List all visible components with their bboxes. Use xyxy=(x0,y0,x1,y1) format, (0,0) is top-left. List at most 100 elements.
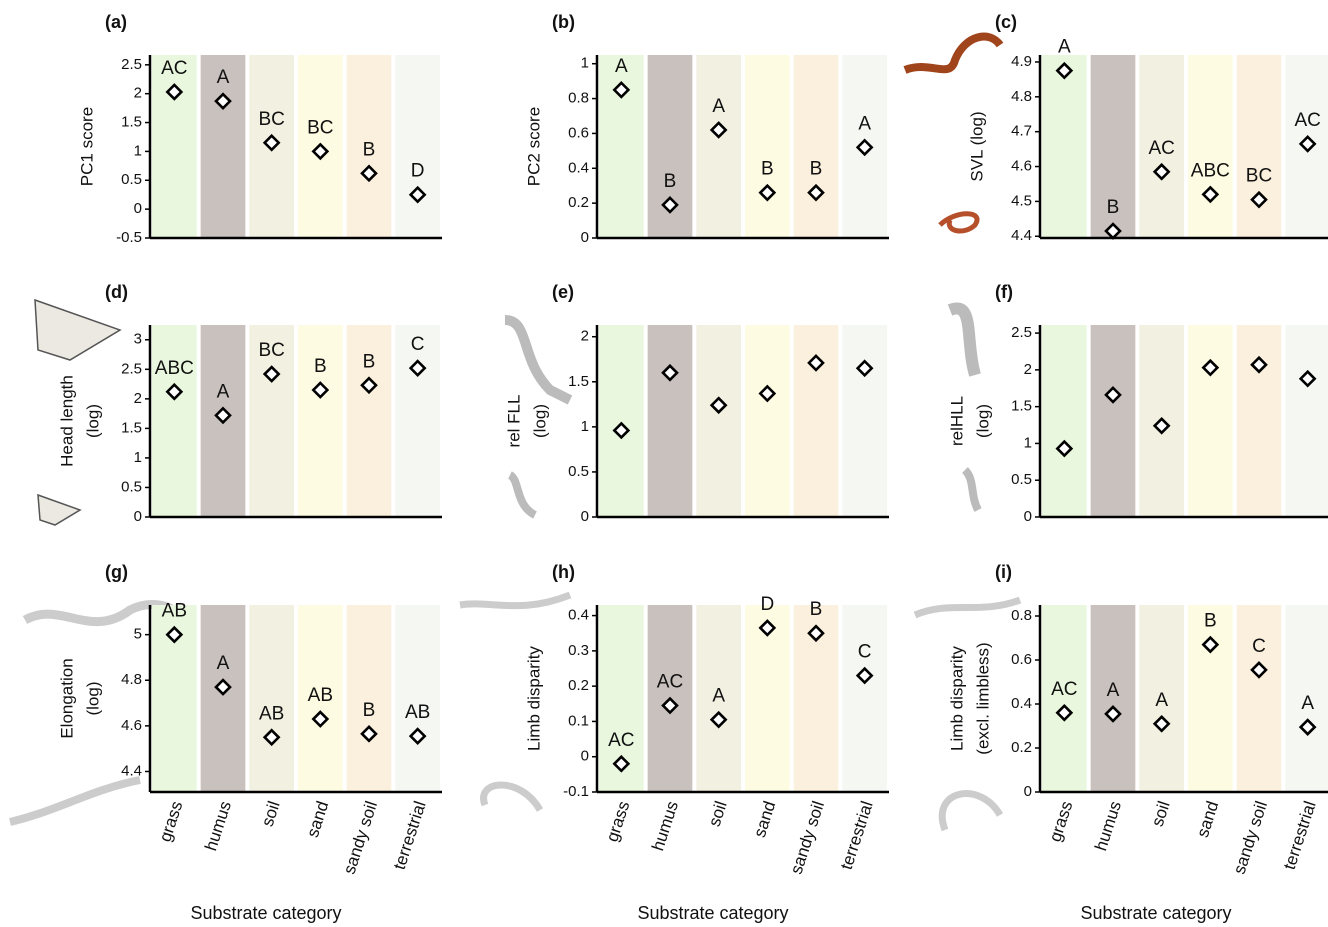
y-axis-label: Limb disparity xyxy=(947,646,966,751)
y-tick-label: 0 xyxy=(581,748,589,765)
category-band xyxy=(395,605,440,792)
y-axis-label: Elongation xyxy=(57,658,76,738)
y-tick-label: 2.5 xyxy=(1011,324,1032,341)
panel-title: (b) xyxy=(552,12,575,32)
y-tick-label: 1.5 xyxy=(1011,398,1032,415)
forelimb-small xyxy=(510,475,535,515)
y-tick-label: 2 xyxy=(581,328,589,345)
category-band xyxy=(842,605,887,792)
panel: (i)Limb disparity(excl. limbless)00.20.4… xyxy=(947,562,1328,923)
y-tick-label: 0.5 xyxy=(1011,471,1032,488)
y-axis-label: (log) xyxy=(83,404,102,438)
y-tick-label: 2 xyxy=(134,390,142,407)
x-tick-label: soil xyxy=(258,799,284,829)
y-tick-label: 1.5 xyxy=(121,419,142,436)
point-label: BC xyxy=(307,117,333,138)
y-tick-label: 5 xyxy=(134,626,142,643)
category-band xyxy=(1237,325,1282,517)
point-label: C xyxy=(858,642,872,663)
point-label: AB xyxy=(405,702,430,723)
lizard-limbed xyxy=(915,600,1020,615)
y-tick-label: 0.4 xyxy=(568,607,589,624)
point-label: A xyxy=(1107,680,1120,701)
point-label: C xyxy=(411,334,425,355)
lizard-short xyxy=(10,780,140,822)
panel: (f)relHLL(log)00.511.522.5 xyxy=(947,282,1328,525)
y-tick-label: 0.6 xyxy=(568,124,589,141)
panel-title: (e) xyxy=(552,282,574,302)
y-tick-label: -0.5 xyxy=(116,229,142,246)
category-band xyxy=(745,325,790,517)
lizard-limbless xyxy=(484,785,540,810)
point-label: BC xyxy=(258,109,284,130)
point-label: B xyxy=(810,599,823,620)
y-tick-label: 2 xyxy=(134,85,142,102)
point-label: B xyxy=(1204,611,1217,632)
y-tick-label: 4.5 xyxy=(1011,192,1032,209)
y-axis-label: SVL (log) xyxy=(967,111,986,181)
y-tick-label: 1 xyxy=(581,55,589,72)
y-axis-label: Limb disparity xyxy=(524,646,543,751)
point-label: AC xyxy=(608,730,634,751)
point-label: D xyxy=(411,161,425,182)
x-tick-label: humus xyxy=(201,799,235,853)
forelimb-large xyxy=(505,320,570,400)
panel-title: (d) xyxy=(105,282,128,302)
category-band xyxy=(201,605,246,792)
y-tick-label: 0 xyxy=(581,229,589,246)
point-label: ABC xyxy=(1191,160,1230,181)
point-label: BC xyxy=(258,340,284,361)
hindlimb-large xyxy=(950,308,975,375)
point-label: A xyxy=(1155,690,1168,711)
y-tick-label: 4.4 xyxy=(121,762,142,779)
x-tick-label: sandy soil xyxy=(340,799,381,877)
category-band xyxy=(1188,325,1233,517)
point-label: AC xyxy=(657,672,683,693)
y-tick-label: 0.8 xyxy=(568,90,589,107)
category-band xyxy=(152,55,197,238)
panel: (e)rel FLL(log)00.511.52 xyxy=(504,282,889,525)
point-label: A xyxy=(217,381,230,402)
category-band xyxy=(696,325,741,517)
category-band xyxy=(347,605,392,792)
x-tick-label: humus xyxy=(1091,799,1125,853)
y-axis-label: Head length xyxy=(57,375,76,467)
category-band xyxy=(1042,55,1087,238)
panel-title: (a) xyxy=(105,12,127,32)
y-tick-label: 0.2 xyxy=(568,194,589,211)
point-label: AB xyxy=(308,685,333,706)
point-label: AC xyxy=(1051,679,1077,700)
y-tick-label: 2 xyxy=(1024,361,1032,378)
category-band xyxy=(1237,55,1282,238)
y-tick-label: 1 xyxy=(134,142,142,159)
y-tick-label: 0 xyxy=(1024,783,1032,800)
y-axis-label: PC2 score xyxy=(524,107,543,186)
y-tick-label: 0.6 xyxy=(1011,651,1032,668)
category-band xyxy=(794,325,839,517)
x-axis-label: Substrate category xyxy=(637,903,788,923)
y-axis-label: rel FLL xyxy=(504,395,523,448)
y-tick-label: 4.6 xyxy=(1011,158,1032,175)
category-band xyxy=(249,605,294,792)
point-label: B xyxy=(314,356,327,377)
category-band xyxy=(1188,605,1233,792)
point-label: A xyxy=(858,113,871,134)
point-label: A xyxy=(615,56,628,77)
category-band xyxy=(842,325,887,517)
y-tick-label: 0.1 xyxy=(568,712,589,729)
snake-small xyxy=(940,214,977,231)
point-label: D xyxy=(760,594,774,615)
y-tick-label: 0.5 xyxy=(568,463,589,480)
panel-title: (c) xyxy=(995,12,1017,32)
point-label: B xyxy=(363,700,376,721)
y-axis-label: (log) xyxy=(973,404,992,438)
hindlimb-small xyxy=(965,470,978,510)
y-tick-label: 0.4 xyxy=(1011,695,1032,712)
x-tick-label: soil xyxy=(1148,799,1174,829)
x-tick-label: humus xyxy=(648,799,682,853)
panel: (b)PC2 score00.20.40.60.81ABABBA xyxy=(524,12,889,246)
category-band xyxy=(1285,325,1328,517)
y-tick-label: 1 xyxy=(1024,434,1032,451)
